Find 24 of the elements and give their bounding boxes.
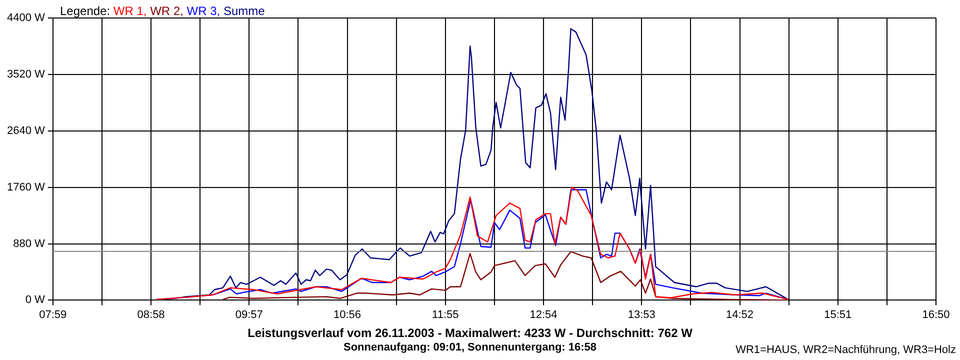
legend-title: Legende:	[60, 4, 112, 18]
y-tick-label: 3520 W	[6, 68, 46, 80]
text: Sonnenaufgang: 09:01, Sonnenuntergang: 16:58	[343, 341, 597, 354]
text: Leistungsverlauf vom 26.11.2003 - Maximalwert: 4233 W - Durchschnitt: 762 W	[248, 326, 694, 340]
text: WR 3,	[186, 4, 222, 18]
text: WR1=HAUS, WR2=Nachführung, WR3=Holz	[736, 344, 956, 356]
text: WR 2,	[150, 4, 184, 18]
y-tick-label: 2640 W	[6, 124, 46, 137]
x-tick-label: 13:53	[628, 308, 656, 321]
y-tick-label: 4400 W	[6, 12, 46, 24]
x-tick-label: 10:56	[334, 308, 362, 321]
y-tick-label: 1760 W	[6, 181, 46, 194]
x-tick-label: 07:59	[39, 308, 67, 321]
y-tick-label: 0 W	[25, 294, 46, 306]
x-tick-label: 12:54	[530, 308, 558, 321]
x-tick-label: 08:58	[137, 308, 165, 321]
text: WR 1,	[113, 4, 148, 18]
x-tick-label: 11:55	[432, 308, 459, 321]
x-tick-label: 14:52	[726, 308, 754, 321]
text: Summe	[223, 4, 265, 18]
x-tick-label: 15:51	[824, 308, 852, 321]
y-tick-label: 880 W	[13, 238, 46, 250]
x-tick-label: 09:57	[235, 308, 263, 321]
x-tick-label: 16:50	[922, 308, 950, 321]
